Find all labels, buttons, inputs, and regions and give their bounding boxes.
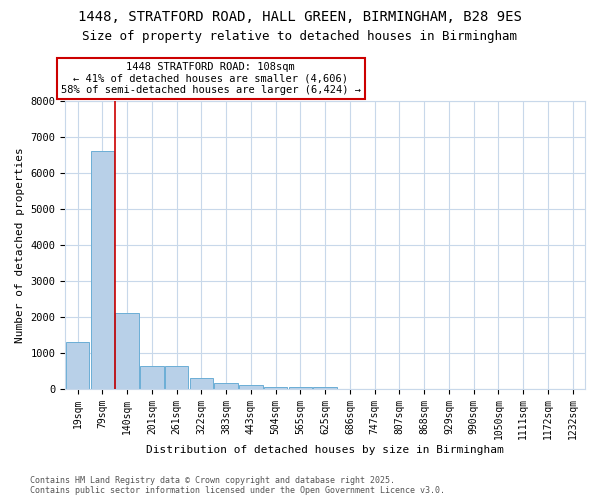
Bar [140,366,164,388]
X-axis label: Distribution of detached houses by size in Birmingham: Distribution of detached houses by size … [146,445,504,455]
Text: 1448 STRATFORD ROAD: 108sqm
← 41% of detached houses are smaller (4,606)
58% of : 1448 STRATFORD ROAD: 108sqm ← 41% of det… [61,62,361,95]
Text: Size of property relative to detached houses in Birmingham: Size of property relative to detached ho… [83,30,517,43]
Bar [264,387,287,388]
Bar [313,387,337,388]
Bar [190,378,213,388]
Bar [91,151,114,388]
Text: Contains HM Land Registry data © Crown copyright and database right 2025.
Contai: Contains HM Land Registry data © Crown c… [30,476,445,495]
Bar [239,385,263,388]
Bar [115,313,139,388]
Bar [165,366,188,388]
Text: 1448, STRATFORD ROAD, HALL GREEN, BIRMINGHAM, B28 9ES: 1448, STRATFORD ROAD, HALL GREEN, BIRMIN… [78,10,522,24]
Bar [214,383,238,388]
Bar [66,342,89,388]
Bar [289,387,312,388]
Y-axis label: Number of detached properties: Number of detached properties [15,147,25,342]
